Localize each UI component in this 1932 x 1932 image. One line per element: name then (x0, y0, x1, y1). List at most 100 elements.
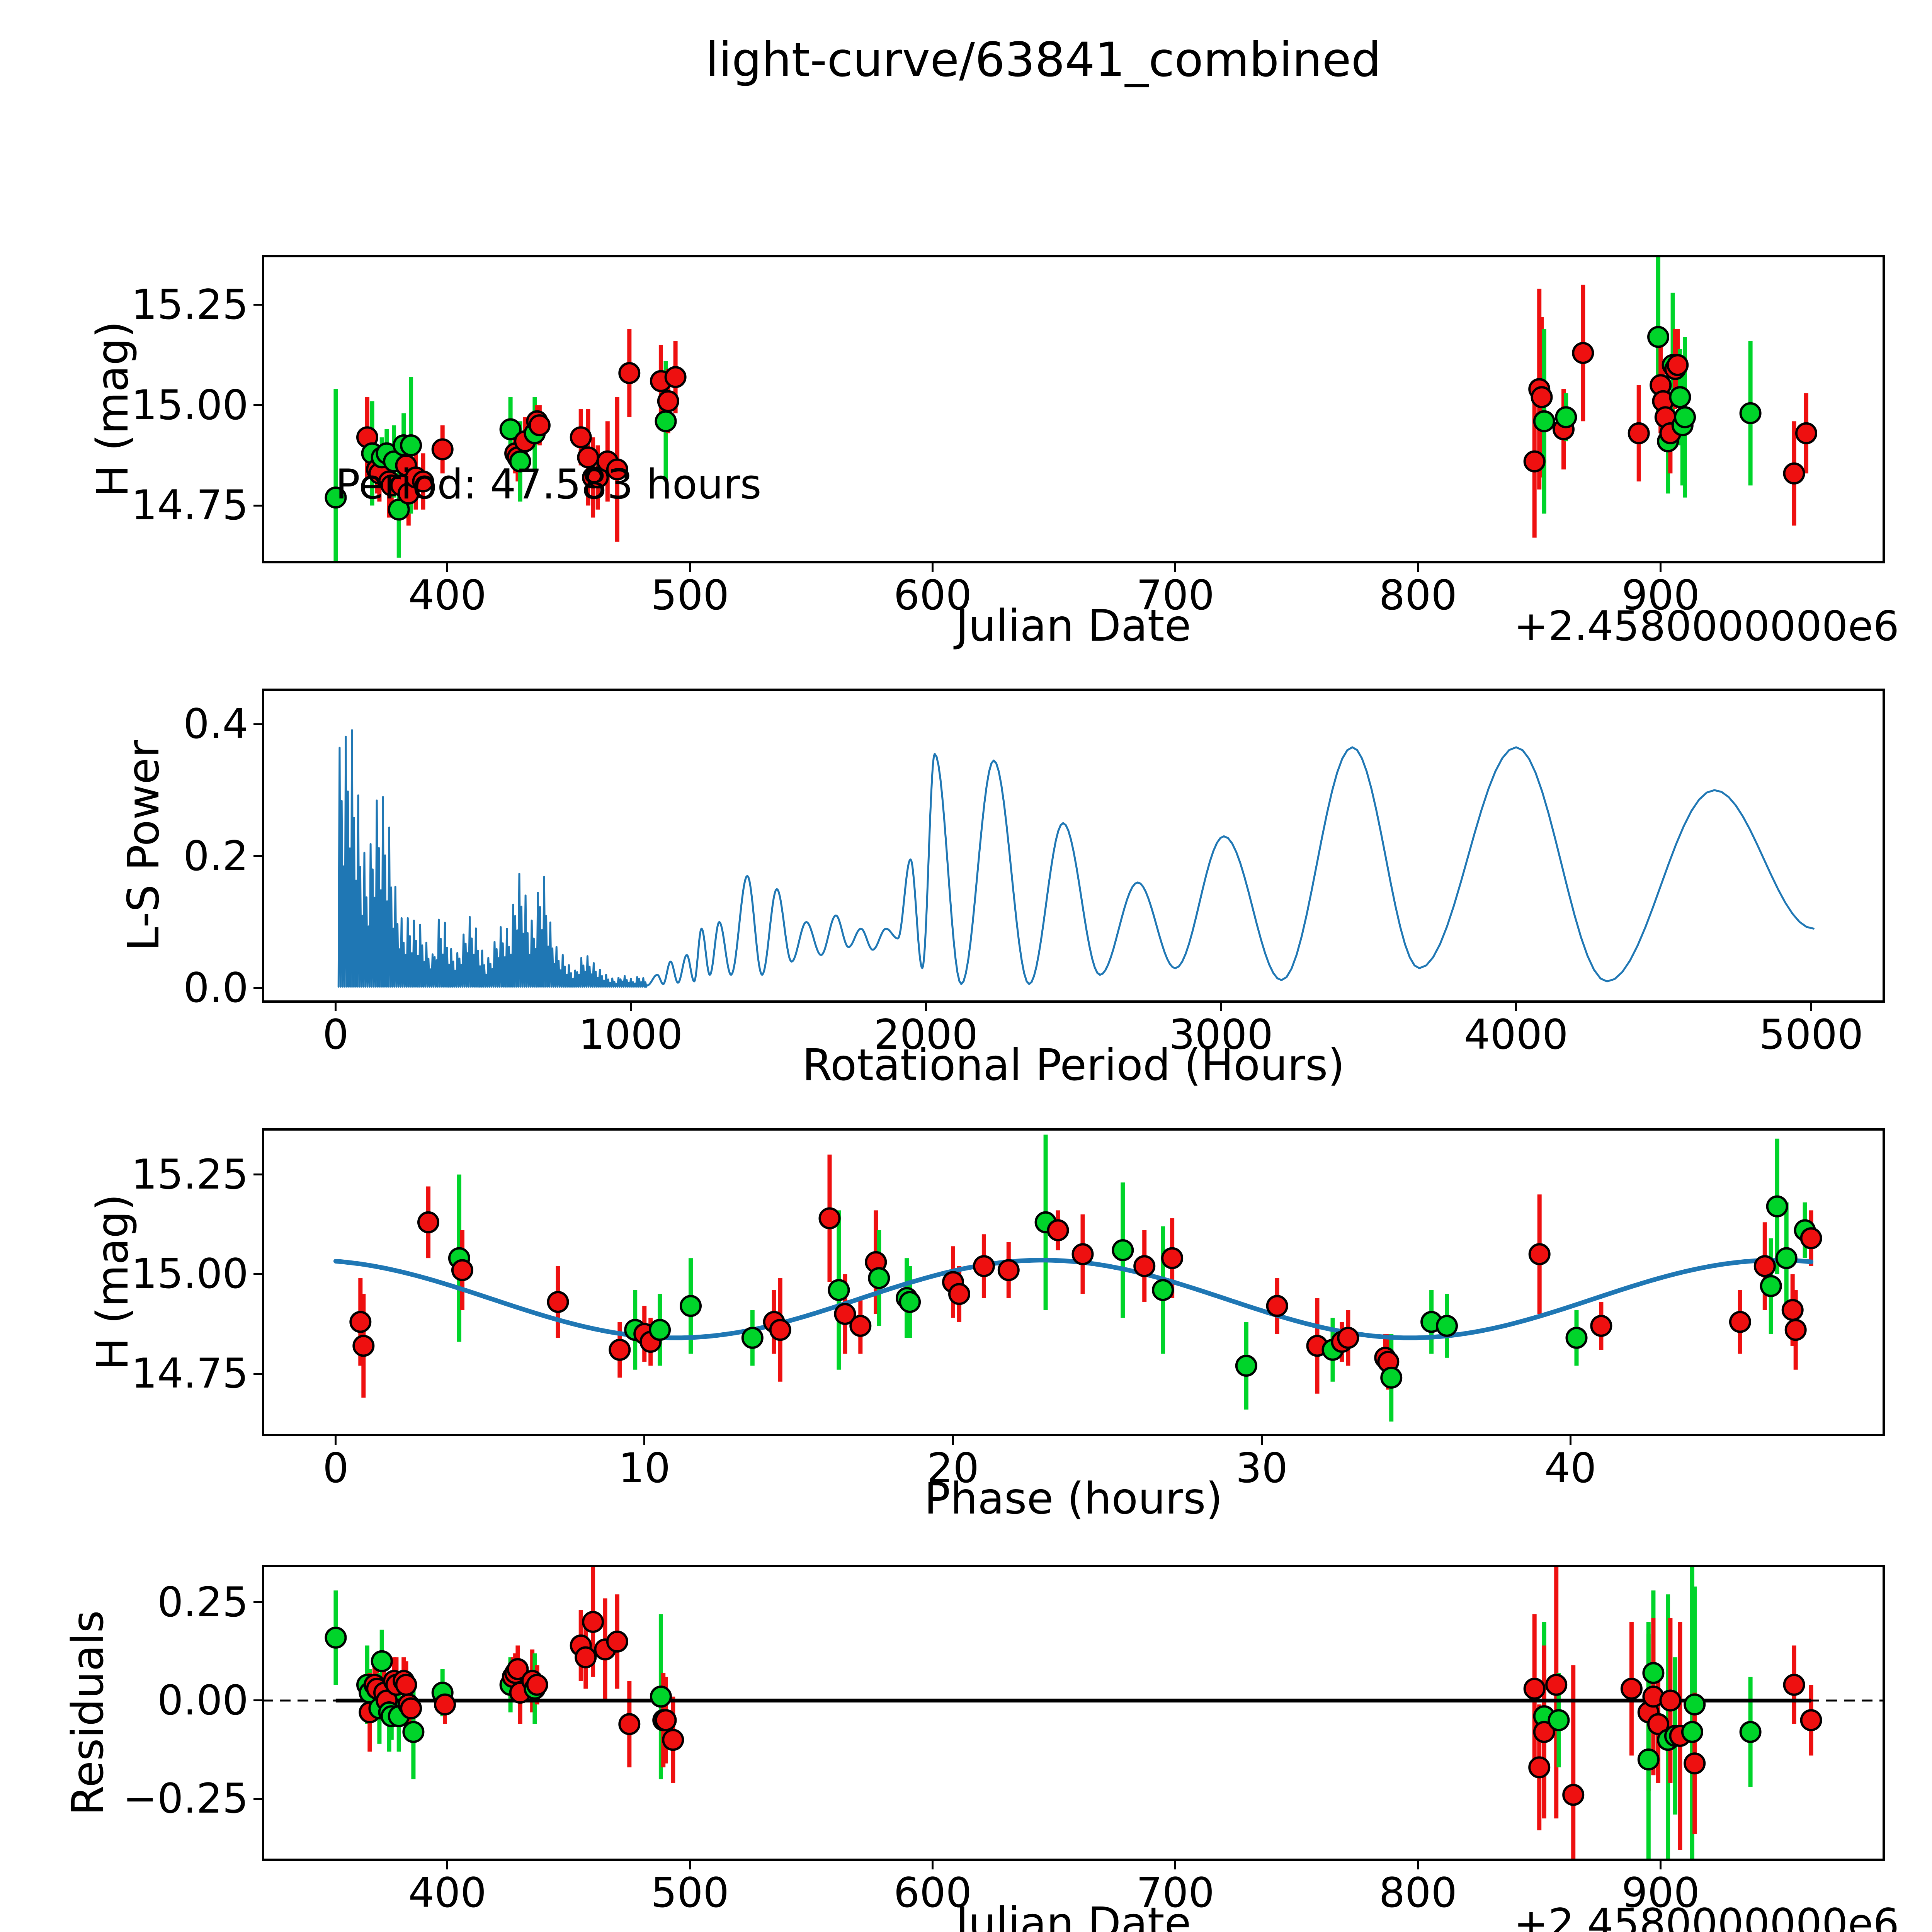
y-tick-label: 14.75 (131, 1350, 248, 1398)
data-point-green (655, 410, 677, 432)
x-tick-mark (1220, 1003, 1222, 1011)
panel-jd-lightcurve (262, 255, 1885, 563)
y-tick-mark (253, 1372, 262, 1375)
x-tick-mark (925, 1003, 927, 1011)
data-point-red (1523, 450, 1546, 473)
data-point-red (818, 1207, 841, 1230)
data-point-green (1637, 1748, 1660, 1770)
x-tick-label: 500 (651, 571, 729, 619)
x-tick-label: 30 (1235, 1444, 1288, 1492)
data-point-green (741, 1327, 764, 1349)
data-point-red (1647, 1713, 1669, 1735)
data-point-red (400, 1697, 422, 1719)
x-tick-label: 800 (1379, 1869, 1457, 1917)
data-point-green (1565, 1327, 1588, 1349)
axes-phase_curve (262, 1128, 1885, 1436)
x-tick-mark (1174, 563, 1177, 572)
data-point-red (1572, 342, 1594, 364)
y-tick-label: 15.00 (131, 1250, 248, 1298)
x-tick-mark (1660, 1861, 1662, 1869)
data-point-green (1739, 1721, 1762, 1743)
x-tick-mark (643, 1436, 646, 1445)
sinusoid-fit-curve (333, 1258, 1814, 1340)
axes-spines (262, 689, 1885, 1003)
data-point-green (1669, 386, 1691, 408)
data-point-red (1531, 386, 1553, 408)
data-point-red (1659, 1689, 1682, 1712)
axes-periodogram (262, 689, 1885, 1003)
data-point-green (1436, 1315, 1458, 1337)
data-point-red (528, 414, 551, 437)
data-point-red (1528, 1756, 1551, 1779)
panel-phase-folded (262, 1128, 1885, 1436)
data-point-red (1729, 1311, 1751, 1333)
data-point-red (1528, 1243, 1551, 1265)
data-point-red (547, 1291, 569, 1313)
data-point-red (507, 1658, 529, 1680)
axes-spines (262, 1565, 1885, 1861)
y-tick-mark (253, 723, 262, 725)
data-point-green (1548, 1709, 1570, 1731)
data-point-red (1781, 1299, 1804, 1321)
data-point-green (325, 486, 347, 509)
data-point-red (834, 1303, 856, 1325)
x-tick-mark (932, 563, 934, 572)
data-point-green (1642, 1662, 1665, 1684)
data-point-red (1562, 1784, 1585, 1806)
y-tick-mark (253, 1273, 262, 1275)
data-point-red (1071, 1243, 1094, 1265)
data-point-green (1533, 410, 1555, 432)
x-tick-label: 5000 (1759, 1011, 1864, 1058)
data-point-green (499, 418, 522, 440)
x-tick-label: 2000 (874, 1011, 978, 1058)
y-tick-label: 0.4 (183, 700, 248, 748)
x-axis-offset-text-top: +2.4580000000e6 (1514, 602, 1899, 650)
data-point-green (1555, 406, 1577, 429)
x-tick-label: 0 (323, 1444, 349, 1492)
data-point-green (371, 1650, 393, 1672)
x-tick-mark (689, 563, 691, 572)
data-point-green (899, 1291, 921, 1313)
x-tick-mark (1660, 563, 1662, 572)
x-tick-mark (1174, 1861, 1177, 1869)
y-tick-mark (253, 1798, 262, 1800)
y-tick-mark (253, 855, 262, 857)
data-point-green (1112, 1239, 1134, 1261)
x-tick-mark (1569, 1436, 1571, 1445)
y-tick-label: 0.0 (183, 964, 248, 1012)
y-tick-mark (253, 1173, 262, 1176)
data-point-red (1133, 1255, 1156, 1277)
x-tick-mark (1810, 1003, 1812, 1011)
x-tick-label: 20 (927, 1444, 979, 1492)
data-point-red (582, 1611, 604, 1633)
data-point-red (606, 1630, 628, 1653)
y-tick-label: 0.2 (183, 832, 248, 880)
x-tick-label: 10 (618, 1444, 671, 1492)
x-tick-label: 3000 (1168, 1011, 1273, 1058)
data-point-red (618, 362, 641, 384)
y-tick-label: 0.00 (157, 1676, 248, 1724)
x-tick-label: 700 (1136, 571, 1214, 619)
data-point-red (1047, 1219, 1069, 1242)
x-tick-mark (932, 1861, 934, 1869)
x-tick-label: 400 (408, 1869, 486, 1917)
y-tick-mark (253, 1699, 262, 1702)
x-tick-mark (629, 1003, 632, 1011)
data-point-red (349, 1311, 372, 1333)
data-point-green (400, 434, 422, 456)
data-point-green (1674, 406, 1696, 429)
figure-title: light-curve/63841_combined (705, 32, 1381, 87)
x-tick-label: 400 (408, 571, 486, 619)
data-point-red (948, 1283, 970, 1305)
data-point-red (575, 1646, 597, 1668)
x-tick-label: 0 (322, 1011, 349, 1058)
data-point-green (1681, 1721, 1703, 1743)
x-tick-mark (446, 1861, 449, 1869)
data-point-green (1647, 326, 1669, 348)
y-tick-mark (253, 504, 262, 507)
x-tick-mark (1417, 1861, 1419, 1869)
axes-spines (262, 255, 1885, 563)
data-point-red (395, 1673, 417, 1696)
x-tick-label: 4000 (1464, 1011, 1568, 1058)
